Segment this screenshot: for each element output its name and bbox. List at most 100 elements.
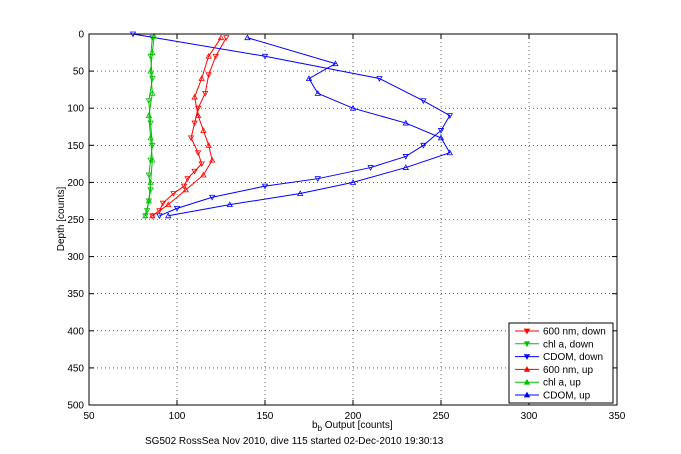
data-point bbox=[223, 35, 230, 42]
legend-marker bbox=[523, 354, 531, 360]
series-cdom-up bbox=[165, 34, 453, 219]
legend-entry-label: chl a, down bbox=[543, 339, 594, 350]
data-point bbox=[209, 194, 216, 201]
data-point bbox=[156, 208, 163, 214]
y-tick-label: 500 bbox=[67, 401, 84, 412]
data-point bbox=[180, 183, 188, 190]
y-tick-label: 100 bbox=[67, 104, 84, 115]
data-point bbox=[182, 186, 189, 193]
data-point bbox=[314, 90, 321, 96]
data-point bbox=[420, 142, 427, 149]
data-point bbox=[149, 156, 156, 163]
y-tick-label: 250 bbox=[67, 215, 84, 226]
data-point bbox=[244, 34, 251, 41]
y-tick-label: 300 bbox=[67, 252, 84, 263]
data-point bbox=[261, 183, 269, 190]
data-point bbox=[147, 179, 154, 185]
data-point bbox=[184, 176, 191, 183]
data-point bbox=[145, 112, 153, 119]
x-tick-label: 300 bbox=[521, 411, 538, 422]
legend-box bbox=[508, 322, 614, 404]
y-tick-label: 450 bbox=[67, 363, 84, 374]
legend-entry-label: 600 nm, down bbox=[543, 327, 606, 338]
series-600-nm-up bbox=[149, 34, 225, 219]
data-point bbox=[191, 120, 198, 127]
data-point bbox=[332, 60, 339, 67]
data-point bbox=[367, 165, 374, 171]
series-line bbox=[144, 36, 155, 216]
data-point bbox=[205, 52, 212, 59]
data-point bbox=[191, 168, 198, 175]
y-tick-label: 0 bbox=[78, 30, 84, 41]
legend-marker bbox=[523, 366, 531, 372]
data-point bbox=[187, 135, 195, 142]
series-line bbox=[132, 33, 451, 217]
legend-entry-label: CDOM, up bbox=[543, 391, 591, 402]
data-point bbox=[226, 201, 233, 208]
y-tick-label: 400 bbox=[67, 326, 84, 337]
data-point bbox=[198, 161, 205, 168]
legend-marker bbox=[523, 378, 531, 385]
x-tick-label: 100 bbox=[169, 411, 186, 422]
y-tick-label: 350 bbox=[67, 289, 84, 300]
data-point bbox=[349, 104, 357, 111]
x-axis-label-rest: Output [counts] bbox=[322, 420, 393, 431]
data-point bbox=[305, 75, 313, 81]
data-point bbox=[314, 176, 321, 183]
series-line bbox=[152, 37, 227, 217]
series-line bbox=[152, 37, 222, 217]
x-tick-label: 150 bbox=[257, 411, 274, 422]
data-point bbox=[217, 34, 225, 41]
data-point bbox=[145, 98, 153, 105]
y-tick-label: 200 bbox=[67, 178, 84, 189]
x-axis-label-subscript: b bbox=[318, 424, 323, 433]
series-chl-a-up bbox=[142, 32, 158, 219]
legend-marker bbox=[523, 341, 531, 348]
legend-marker bbox=[523, 391, 531, 398]
data-point bbox=[297, 190, 304, 196]
data-point bbox=[149, 49, 156, 55]
legend-entry-label: chl a, up bbox=[543, 378, 581, 389]
data-point bbox=[205, 72, 212, 79]
data-point bbox=[349, 179, 357, 185]
data-point bbox=[147, 187, 154, 194]
data-point bbox=[165, 201, 172, 208]
series-line bbox=[168, 37, 451, 217]
data-point bbox=[150, 32, 158, 39]
data-layer bbox=[129, 31, 453, 220]
x-tick-label: 200 bbox=[345, 411, 362, 422]
data-point bbox=[205, 141, 212, 148]
data-point bbox=[200, 171, 207, 178]
data-point bbox=[145, 172, 153, 179]
data-point bbox=[159, 200, 167, 207]
x-axis-label: bb Output [counts] bbox=[312, 420, 393, 433]
legend-entry-label: CDOM, down bbox=[543, 352, 603, 363]
data-point bbox=[191, 93, 198, 100]
data-point bbox=[194, 150, 202, 157]
data-point bbox=[194, 112, 202, 119]
data-point bbox=[376, 76, 383, 82]
figure-caption: SG502 RossSea Nov 2010, dive 115 started… bbox=[145, 436, 444, 447]
x-tick-label: 350 bbox=[609, 411, 626, 422]
data-point bbox=[147, 134, 154, 141]
legend-entry-label: 600 nm, up bbox=[543, 365, 593, 376]
legend-marker bbox=[523, 328, 531, 335]
data-point bbox=[142, 212, 149, 219]
x-tick-label: 250 bbox=[433, 411, 450, 422]
x-axis-label-base: b bbox=[312, 420, 318, 431]
y-tick-label: 50 bbox=[73, 67, 85, 78]
data-point bbox=[437, 128, 445, 134]
data-point bbox=[200, 127, 207, 133]
data-point bbox=[145, 197, 153, 204]
data-point bbox=[402, 154, 409, 160]
tick-layer: 50 100 150 200 250 300 350 0 50 100 150 200 250 300 35… bbox=[67, 30, 625, 423]
data-point bbox=[209, 156, 216, 163]
data-point bbox=[149, 212, 156, 219]
data-point bbox=[156, 213, 163, 220]
data-point bbox=[446, 149, 453, 156]
data-point bbox=[170, 191, 177, 197]
data-point bbox=[212, 53, 219, 60]
data-point bbox=[446, 113, 453, 119]
